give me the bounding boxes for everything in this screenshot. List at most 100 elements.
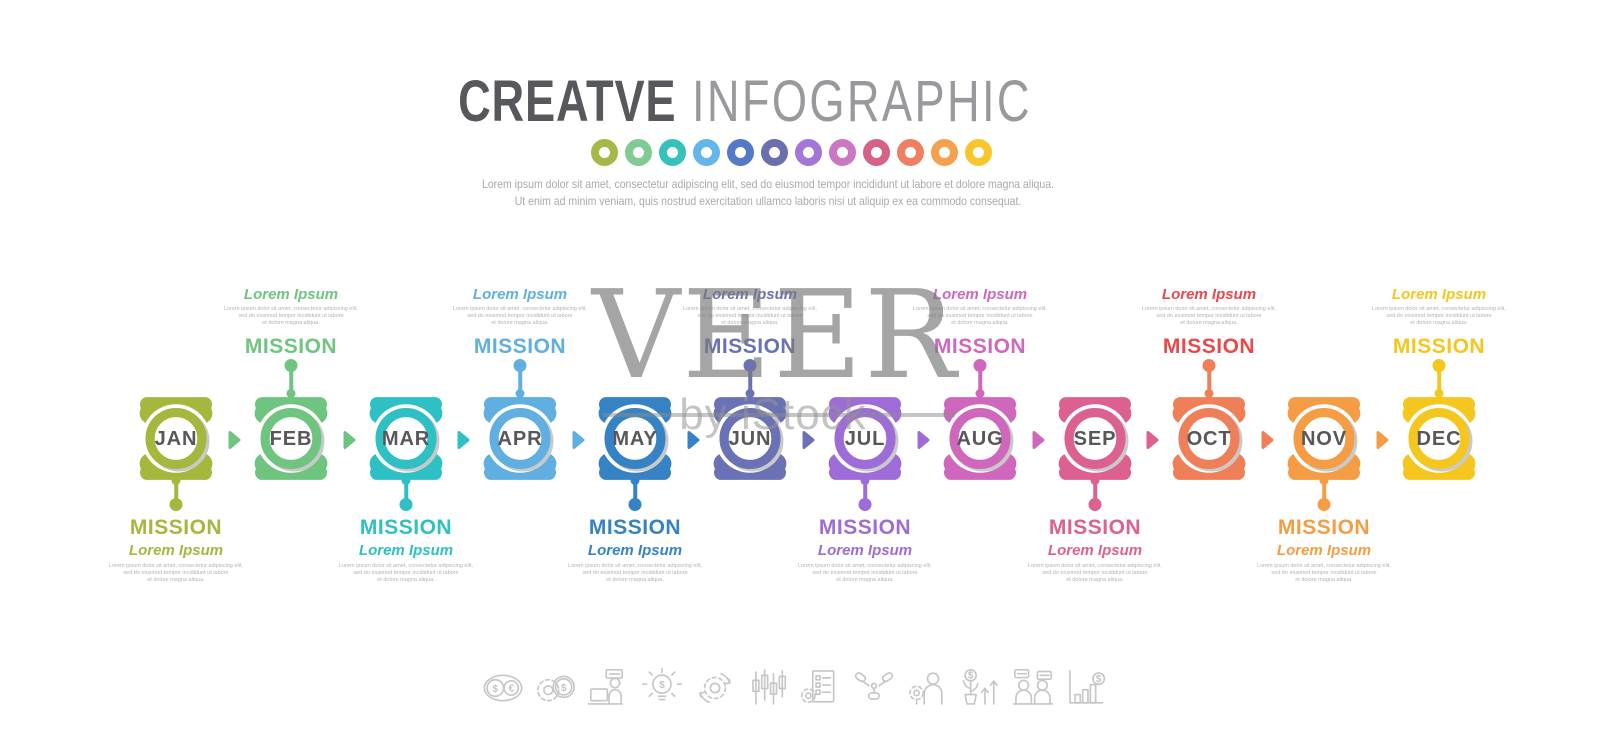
page-title-primary: CREATVE — [458, 69, 677, 134]
timeline-arrow-7 — [917, 431, 929, 449]
timeline-arrow-10 — [1261, 431, 1273, 449]
mission-block: MISSION Lorem Ipsum Lorem ipsum dolor si… — [296, 516, 516, 584]
connector-base-dot — [286, 389, 296, 398]
mission-body-line: Lorem ipsum dolor sit amet, consectetur … — [224, 306, 358, 312]
mission-block: MISSION Lorem Ipsum Lorem ipsum dolor si… — [985, 516, 1205, 584]
mission-title: MISSION — [933, 335, 1027, 358]
mission-body-line: sed do eiusmod tempor incididunt ut labo… — [1156, 313, 1262, 319]
connector-stem — [633, 481, 637, 505]
mission-body-line: Lorem ipsum dolor sit amet, consectetur … — [798, 563, 932, 569]
mission-body-line: Lorem ipsum dolor sit amet, consectetur … — [1028, 563, 1162, 569]
connector-end-dot — [743, 359, 757, 372]
mission-heading: Lorem Ipsum — [932, 286, 1028, 303]
mission-heading: Lorem Ipsum — [1276, 542, 1372, 559]
timeline-arrow-5 — [687, 431, 699, 449]
timeline-arrow-4 — [572, 431, 584, 449]
mission-body-line: sed do eiusmod tempor incididunt ut labo… — [1042, 570, 1148, 576]
month-node: OCT — [1172, 397, 1246, 480]
timeline-arrow-2 — [343, 431, 355, 449]
month-node: JUL — [828, 397, 902, 480]
mission-title: MISSION — [244, 335, 338, 358]
timeline-arrow-11 — [1376, 431, 1388, 449]
connector-end-dot — [513, 359, 527, 372]
mission-body-line: et dolore magna aliqua. — [1295, 577, 1353, 583]
gear-checklist-icon — [799, 666, 843, 710]
profit-chart-icon — [1064, 666, 1108, 710]
month-node: APR — [483, 397, 557, 480]
connector-base-dot — [860, 476, 870, 485]
timeline-arrow-8 — [1032, 431, 1044, 449]
mission-heading: Lorem Ipsum — [128, 542, 224, 559]
mission-block: MISSION Lorem Ipsum Lorem ipsum dolor si… — [410, 286, 630, 359]
mission-body: Lorem ipsum dolor sit amet, consectetur … — [109, 563, 243, 584]
month-node: DEC — [1402, 397, 1476, 480]
mission-body-line: sed do eiusmod tempor incididunt ut labo… — [467, 313, 573, 319]
mission-block: MISSION Lorem Ipsum Lorem ipsum dolor si… — [525, 516, 745, 584]
mission-heading: Lorem Ipsum — [243, 286, 339, 303]
month-label: FEB — [270, 428, 313, 450]
business-talk-icon — [1011, 666, 1055, 710]
timeline-month-dec: MISSION Lorem Ipsum Lorem ipsum dolor si… — [1354, 280, 1524, 586]
person-gear-icon — [905, 666, 949, 710]
connector-base-dot — [515, 389, 525, 398]
month-label: JUN — [729, 428, 772, 450]
timeline-month-jan: MISSION Lorem Ipsum Lorem ipsum dolor si… — [91, 280, 261, 586]
title-dot-10 — [896, 139, 924, 166]
mission-body-line: sed do eiusmod tempor incididunt ut labo… — [123, 570, 229, 576]
mission-heading: Lorem Ipsum — [358, 542, 454, 559]
mission-body: Lorem ipsum dolor sit amet, consectetur … — [913, 306, 1047, 327]
connector-base-dot — [745, 389, 755, 398]
mission-body-line: et dolore magna aliqua. — [1410, 320, 1468, 326]
month-label: JUL — [845, 428, 885, 450]
gear-dollar-icon — [534, 666, 578, 710]
connector-stem — [404, 481, 408, 505]
connector-base-dot — [1090, 476, 1100, 485]
title-dot-12 — [964, 139, 992, 166]
timeline-arrow-1 — [228, 431, 240, 449]
timeline-month-sep: MISSION Lorem Ipsum Lorem ipsum dolor si… — [1010, 280, 1180, 586]
mission-body: Lorem ipsum dolor sit amet, consectetur … — [1028, 563, 1162, 584]
connector-stem — [1322, 481, 1326, 505]
mission-body-line: et dolore magna aliqua. — [491, 320, 549, 326]
mission-body-line: Lorem ipsum dolor sit amet, consectetur … — [453, 306, 587, 312]
title-dot-8 — [828, 139, 856, 166]
month-node: JAN — [139, 397, 213, 480]
mission-title: MISSION — [588, 516, 682, 539]
month-label: AUG — [956, 428, 1003, 450]
month-node: MAR — [369, 397, 443, 480]
mission-body-line: Lorem ipsum dolor sit amet, consectetur … — [339, 563, 473, 569]
timeline-month-aug: MISSION Lorem Ipsum Lorem ipsum dolor si… — [895, 280, 1065, 586]
title-dot-9 — [862, 139, 890, 166]
mission-title: MISSION — [1048, 516, 1142, 539]
title-dots-row — [0, 139, 1600, 166]
mission-block: MISSION Lorem Ipsum Lorem ipsum dolor si… — [1099, 286, 1319, 359]
mission-heading: Lorem Ipsum — [702, 286, 798, 303]
mission-block: MISSION Lorem Ipsum Lorem ipsum dolor si… — [181, 286, 401, 359]
mission-body-line: sed do eiusmod tempor incididunt ut labo… — [697, 313, 803, 319]
connector-end-dot — [1432, 359, 1446, 372]
mission-title: MISSION — [129, 516, 223, 539]
subtitle-line-1: Lorem ipsum dolor sit amet, consectetur … — [481, 177, 1054, 191]
month-label: SEP — [1074, 428, 1117, 450]
mission-body-line: Lorem ipsum dolor sit amet, consectetur … — [568, 563, 702, 569]
mission-body-line: et dolore magna aliqua. — [1066, 577, 1124, 583]
mission-title: MISSION — [703, 335, 797, 358]
timeline-month-mar: MISSION Lorem Ipsum Lorem ipsum dolor si… — [321, 280, 491, 586]
title-dot-3 — [658, 139, 686, 166]
online-support-icon — [587, 666, 631, 710]
page-title-secondary: INFOGRAPHIC — [691, 69, 1032, 134]
mission-title: MISSION — [1277, 516, 1371, 539]
connector-stem — [978, 370, 982, 396]
month-node: NOV — [1287, 397, 1361, 480]
mission-title: MISSION — [359, 516, 453, 539]
candlestick-chart-icon — [746, 666, 790, 710]
mission-body-line: sed do eiusmod tempor incididunt ut labo… — [1386, 313, 1492, 319]
mission-body: Lorem ipsum dolor sit amet, consectetur … — [224, 306, 358, 327]
mission-body-line: et dolore magna aliqua. — [721, 320, 779, 326]
connector-stem — [863, 481, 867, 505]
month-label: MAR — [382, 428, 430, 450]
timeline-month-nov: MISSION Lorem Ipsum Lorem ipsum dolor si… — [1239, 280, 1409, 586]
month-label: APR — [498, 428, 543, 450]
mission-body: Lorem ipsum dolor sit amet, consectetur … — [683, 306, 817, 327]
timeline-arrow-9 — [1146, 431, 1159, 449]
